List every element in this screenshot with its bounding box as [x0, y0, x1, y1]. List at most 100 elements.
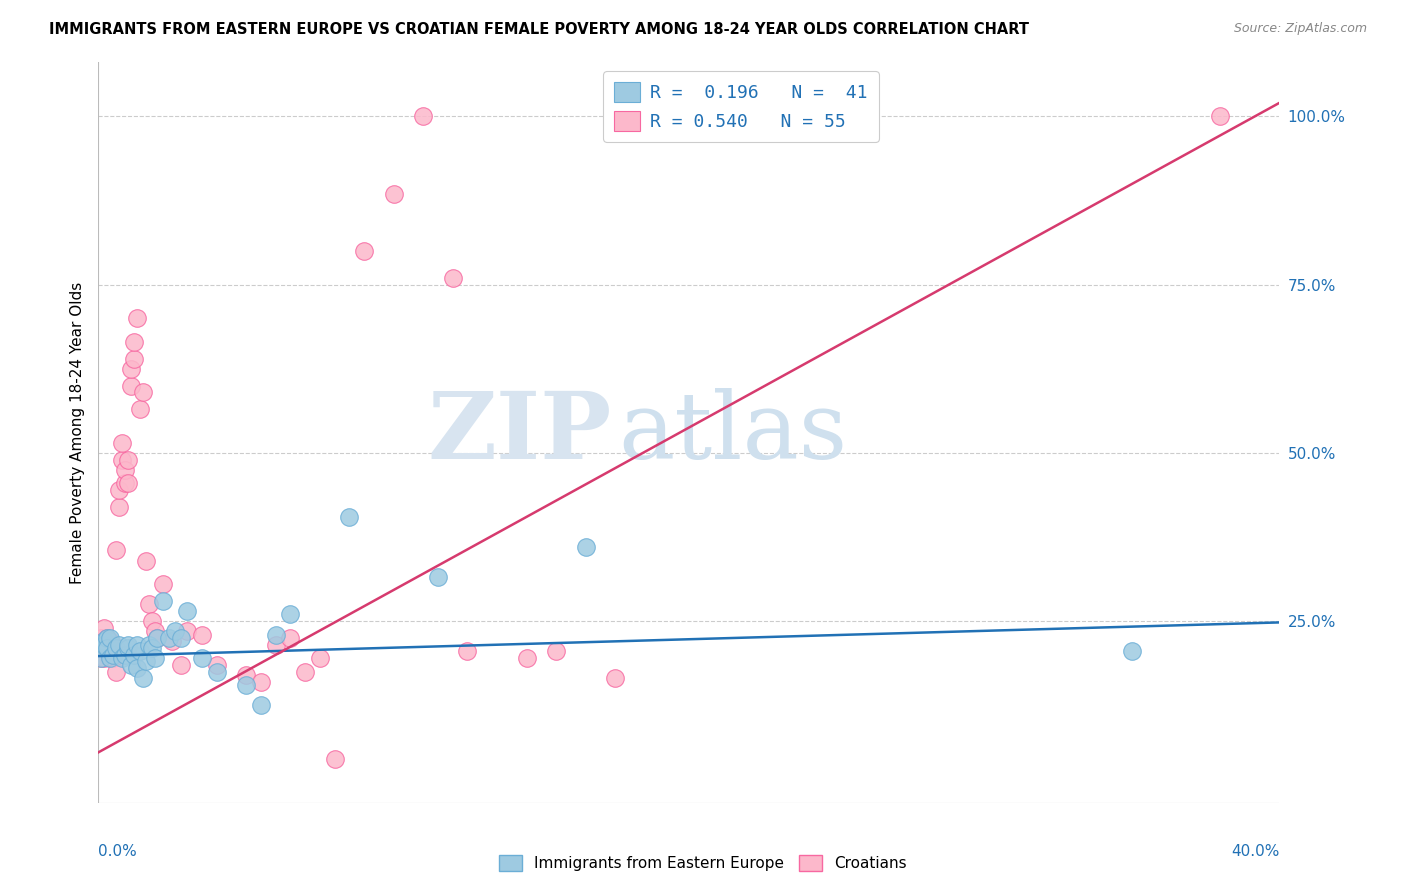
Point — [309, 651, 332, 665]
Point — [162, 634, 183, 648]
Point — [280, 607, 302, 622]
Point — [143, 624, 166, 639]
Point — [103, 648, 125, 662]
Point — [96, 631, 118, 645]
Point — [141, 640, 163, 655]
Point — [117, 640, 139, 655]
Point — [170, 631, 193, 645]
Point — [138, 597, 160, 611]
Y-axis label: Female Poverty Among 18-24 Year Olds: Female Poverty Among 18-24 Year Olds — [69, 282, 84, 583]
Point — [382, 186, 405, 201]
Point — [176, 624, 198, 639]
Point — [105, 665, 128, 679]
Point — [152, 594, 174, 608]
Point — [98, 631, 121, 645]
Point — [250, 674, 273, 689]
Text: ZIP: ZIP — [427, 388, 612, 477]
Point — [125, 661, 148, 675]
Legend: R =  0.196   N =  41, R = 0.540   N = 55: R = 0.196 N = 41, R = 0.540 N = 55 — [603, 71, 879, 142]
Point — [111, 651, 134, 665]
Point — [93, 638, 115, 652]
Point — [170, 657, 193, 672]
Point — [516, 651, 538, 665]
Point — [412, 109, 434, 123]
Point — [339, 509, 361, 524]
Point — [135, 655, 157, 669]
Point — [105, 640, 128, 655]
Point — [105, 543, 128, 558]
Point — [93, 651, 115, 665]
Point — [90, 631, 112, 645]
Point — [108, 638, 131, 652]
Point — [146, 631, 169, 645]
Point — [90, 651, 112, 665]
Point — [575, 540, 598, 554]
Point — [114, 476, 136, 491]
Point — [546, 644, 568, 658]
Point — [138, 638, 160, 652]
Point — [235, 678, 257, 692]
Point — [143, 651, 166, 665]
Point — [96, 640, 118, 655]
Point — [457, 644, 479, 658]
Point — [264, 627, 287, 641]
Point — [146, 631, 169, 645]
Point — [108, 483, 131, 497]
Point — [117, 476, 139, 491]
Text: IMMIGRANTS FROM EASTERN EUROPE VS CROATIAN FEMALE POVERTY AMONG 18-24 YEAR OLDS : IMMIGRANTS FROM EASTERN EUROPE VS CROATI… — [49, 22, 1029, 37]
Point — [191, 627, 214, 641]
Point — [191, 651, 214, 665]
Point — [103, 651, 125, 665]
Point — [93, 638, 115, 652]
Point — [294, 665, 316, 679]
Point — [176, 604, 198, 618]
Point — [128, 402, 150, 417]
Point — [157, 631, 180, 645]
Point — [90, 651, 112, 665]
Point — [141, 614, 163, 628]
Point — [117, 638, 139, 652]
Point — [427, 570, 450, 584]
Point — [125, 638, 148, 652]
Point — [250, 698, 273, 713]
Point — [120, 657, 142, 672]
Text: Source: ZipAtlas.com: Source: ZipAtlas.com — [1233, 22, 1367, 36]
Point — [90, 638, 112, 652]
Point — [122, 648, 145, 662]
Point — [98, 634, 121, 648]
Point — [93, 634, 115, 648]
Point — [98, 651, 121, 665]
Text: 40.0%: 40.0% — [1232, 844, 1279, 858]
Point — [98, 651, 121, 665]
Point — [114, 462, 136, 476]
Point — [280, 631, 302, 645]
Point — [1121, 644, 1143, 658]
Text: 0.0%: 0.0% — [98, 844, 138, 858]
Text: atlas: atlas — [619, 388, 848, 477]
Point — [152, 577, 174, 591]
Point — [205, 657, 228, 672]
Point — [125, 311, 148, 326]
Point — [264, 638, 287, 652]
Legend: Immigrants from Eastern Europe, Croatians: Immigrants from Eastern Europe, Croatian… — [492, 849, 914, 877]
Point — [132, 671, 155, 685]
Point — [122, 351, 145, 366]
Point — [122, 334, 145, 349]
Point — [135, 553, 157, 567]
Point — [205, 665, 228, 679]
Point — [117, 452, 139, 467]
Point — [103, 638, 125, 652]
Point — [111, 435, 134, 450]
Point — [605, 671, 627, 685]
Point — [128, 644, 150, 658]
Point — [96, 631, 118, 645]
Point — [114, 648, 136, 662]
Point — [120, 378, 142, 392]
Point — [235, 668, 257, 682]
Point — [93, 621, 115, 635]
Point — [108, 500, 131, 514]
Point — [323, 752, 346, 766]
Point — [353, 244, 375, 258]
Point — [132, 385, 155, 400]
Point — [165, 624, 187, 639]
